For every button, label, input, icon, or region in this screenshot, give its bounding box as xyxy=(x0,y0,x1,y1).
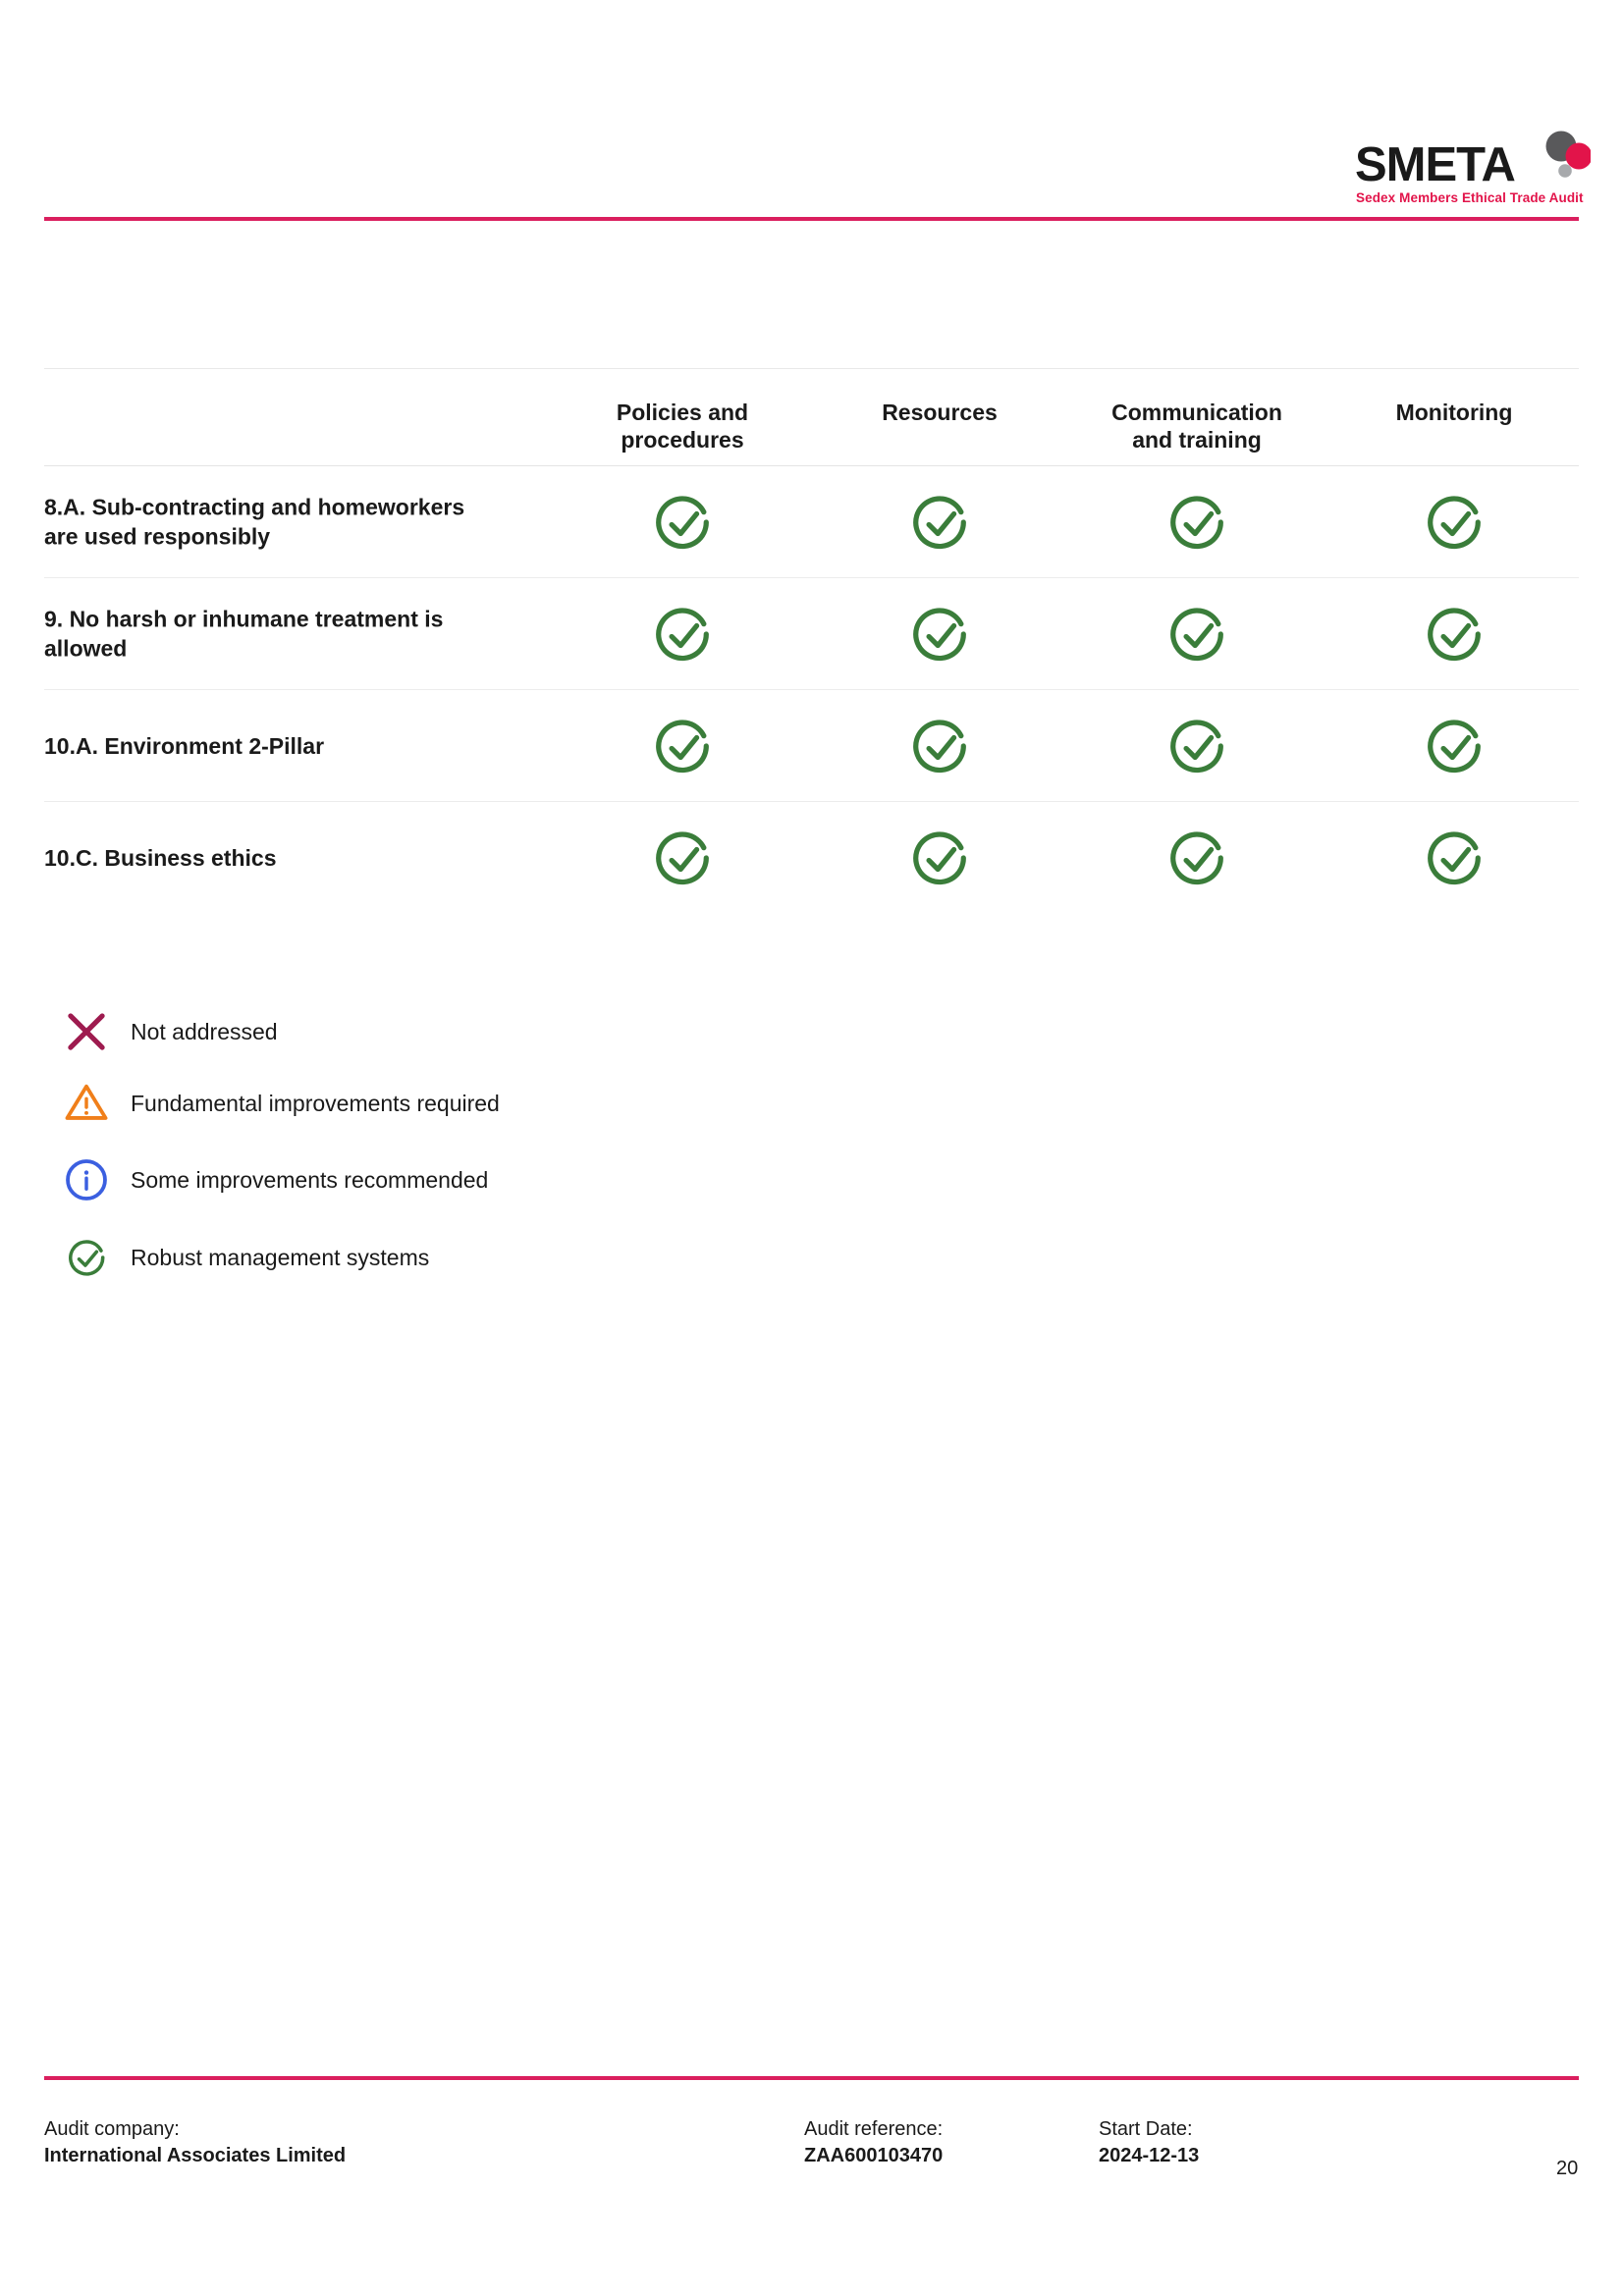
svg-text:Sedex Members Ethical Trade Au: Sedex Members Ethical Trade Audit xyxy=(1356,190,1584,205)
svg-text:SMETA: SMETA xyxy=(1355,138,1515,191)
